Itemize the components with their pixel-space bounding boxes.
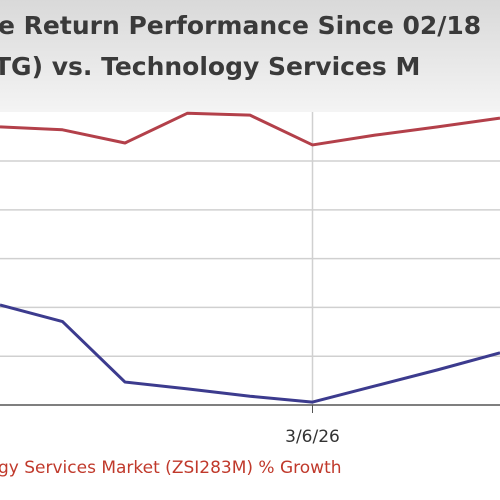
x-tick-label: 3/6/26 [285, 427, 340, 447]
chart-subtitle: TG) vs. Technology Services M [0, 52, 420, 81]
plot-shade [0, 0, 500, 112]
series-line [0, 303, 500, 404]
legend-entry: gy Services Market (ZSI283M) % Growth [0, 458, 342, 478]
series-line [0, 111, 500, 147]
chart-title: e Return Performance Since 02/18 [0, 11, 481, 40]
